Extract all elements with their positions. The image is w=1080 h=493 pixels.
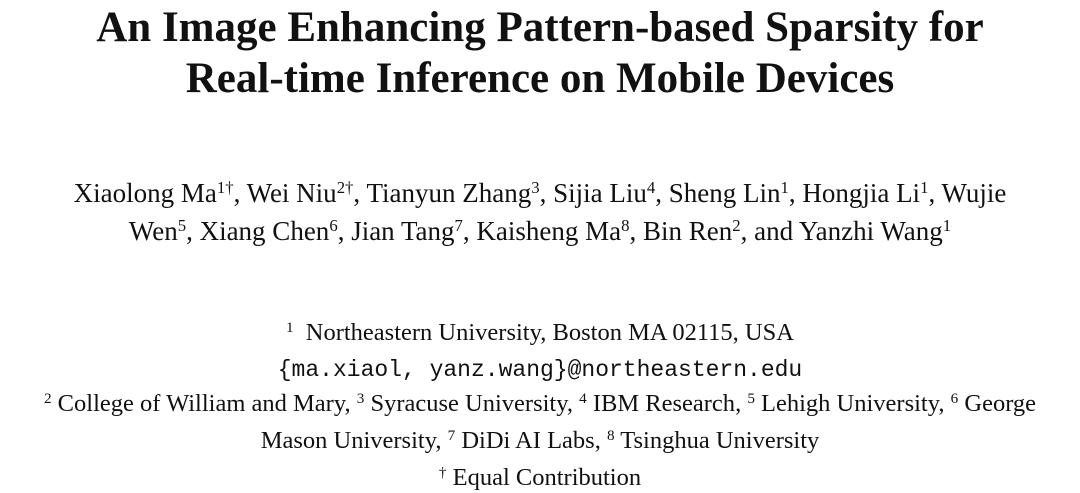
affiliation: 2 College of William and Mary, (44, 390, 351, 417)
affiliation-mark: 5 (747, 389, 755, 407)
separator: , (337, 216, 345, 246)
author-mark: 2† (336, 177, 354, 197)
affiliation-text: DiDi AI Labs (461, 427, 595, 454)
author-name: Kaisheng Ma (476, 216, 622, 246)
author-mark: 7 (454, 215, 463, 235)
note-mark: † (438, 463, 447, 481)
affiliation: 8 Tsinghua University (607, 427, 819, 454)
affiliation-text: George Mason University (260, 390, 1037, 454)
affiliation: 5 Lehigh University, (747, 390, 944, 417)
affiliation-mark: 3 (356, 389, 365, 407)
separator: , (435, 427, 442, 454)
author: Sheng Lin1, (669, 178, 796, 208)
affiliation-mark: 6 (950, 389, 959, 407)
author: Wei Niu2†, (247, 178, 361, 208)
separator: , (740, 216, 748, 246)
separator: , (344, 390, 351, 417)
author: Bin Ren2, (643, 216, 747, 246)
primary-affiliation: 1 Northeastern University, Boston MA 021… (30, 316, 1050, 353)
affiliation-list: 2 College of William and Mary, 3 Syracus… (30, 387, 1050, 461)
affiliation-text: Tsinghua University (620, 427, 820, 454)
author: Wujie Wen5, (129, 178, 1006, 246)
affiliation-mark: 1 (286, 318, 294, 336)
author-name: Sheng Lin (668, 178, 781, 208)
conjunction: and (754, 216, 794, 246)
separator: , (566, 390, 574, 417)
affiliations: 1 Northeastern University, Boston MA 021… (30, 316, 1050, 493)
affiliation-text: College of William and Mary (57, 390, 345, 417)
separator: , (629, 216, 637, 246)
author-mark: 5 (177, 215, 187, 235)
separator: , (186, 216, 193, 246)
author-mark: 8 (621, 215, 630, 235)
author-mark: 4 (646, 177, 656, 197)
affiliation-mark: 8 (606, 426, 615, 444)
author-name: Wujie Wen (128, 178, 1007, 246)
title-line: Real-time Inference on Mobile Devices (185, 55, 895, 102)
author-mark: 1 (780, 177, 789, 197)
author-name: Hongjia Li (802, 178, 921, 208)
affiliation-text: Syracuse University (370, 390, 567, 417)
affiliation-mark: 4 (579, 389, 587, 407)
note: † Equal Contribution (30, 461, 1050, 493)
separator: , (539, 178, 547, 208)
separator: , (462, 216, 470, 246)
author-mark: 1† (216, 177, 234, 197)
author: Yanzhi Wang1 (799, 216, 951, 246)
affiliation: 7 DiDi AI Labs, (448, 427, 601, 454)
affiliation-text: Northeastern University, Boston MA 02115… (305, 319, 794, 346)
title-line: An Image Enhancing Pattern-based Sparsit… (96, 4, 984, 51)
author-mark: 3 (531, 177, 540, 197)
email: {ma.xiaol, yanz.wang}@northeastern.edu (277, 357, 803, 383)
separator: , (353, 178, 361, 208)
note-text: Equal Contribution (452, 464, 642, 491)
author-name: Jian Tang (351, 216, 455, 246)
author-mark: 1 (920, 177, 929, 197)
author: Xiang Chen6, (200, 216, 345, 246)
title: An Image Enhancing Pattern-based Sparsit… (0, 2, 1080, 104)
separator: , (788, 178, 796, 208)
author-mark: 6 (329, 215, 338, 235)
author-mark: 2 (732, 215, 741, 235)
author-name: Xiaolong Ma (73, 178, 217, 208)
author: Tianyun Zhang3, (366, 178, 546, 208)
author: Xiaolong Ma1†, (74, 178, 241, 208)
author-name: Wei Niu (246, 178, 337, 208)
separator: , (928, 178, 936, 208)
separator: , (594, 427, 601, 454)
affiliation-text: IBM Research (592, 390, 736, 417)
author: Hongjia Li1, (802, 178, 935, 208)
separator: , (655, 178, 662, 208)
author-name: Sijia Liu (553, 178, 647, 208)
separator: , (735, 390, 742, 417)
author-name: Bin Ren (643, 216, 733, 246)
affiliation: 4 IBM Research, (579, 390, 741, 417)
affiliation: 3 Syracuse University, (357, 390, 573, 417)
author-list: Xiaolong Ma1†, Wei Niu2†, Tianyun Zhang3… (40, 176, 1040, 252)
author: Kaisheng Ma8, (476, 216, 636, 246)
separator: , (938, 390, 945, 417)
author-name: Tianyun Zhang (366, 178, 532, 208)
author-name: Yanzhi Wang (798, 216, 943, 246)
author: Sijia Liu4, (553, 178, 662, 208)
author-mark: 1 (942, 215, 952, 235)
author: Jian Tang7, (351, 216, 469, 246)
affiliation-text: Lehigh University (761, 390, 939, 417)
affiliation-mark: 7 (447, 426, 456, 444)
affiliation: 6 George Mason University, (261, 390, 1036, 454)
separator: , (233, 178, 241, 208)
affiliation-mark: 2 (43, 389, 52, 407)
author-name: Xiang Chen (199, 216, 330, 246)
